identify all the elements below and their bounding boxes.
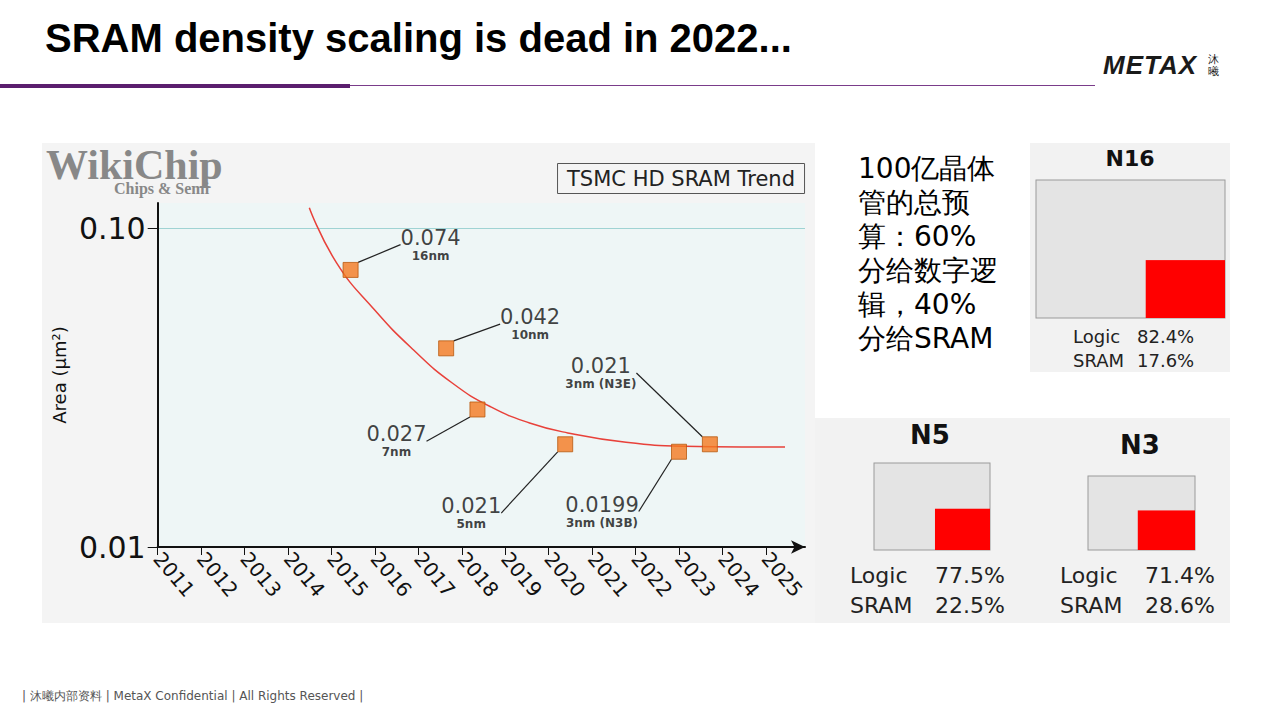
svg-text:2018: 2018 — [453, 547, 504, 601]
html-text:17.6%: 17.6% — [1137, 350, 1195, 371]
html-text:SRAM: SRAM — [850, 593, 913, 618]
svg-text:0.021: 0.021 — [441, 494, 501, 518]
svg-text:2024: 2024 — [713, 547, 764, 601]
html-text:N5: N5 — [910, 420, 950, 450]
html-text:METAX: METAX — [1103, 50, 1198, 80]
svg-text:2017: 2017 — [409, 547, 460, 601]
html-text:22.5%: 22.5% — [935, 593, 1005, 618]
svg-text:16nm: 16nm — [412, 249, 450, 263]
html-text:WikiChip: WikiChip — [46, 142, 223, 188]
svg-text:2013: 2013 — [235, 547, 286, 601]
svg-text:0.042: 0.042 — [500, 305, 560, 329]
svg-text:2020: 2020 — [539, 547, 590, 601]
html-text:N3: N3 — [1120, 430, 1160, 460]
svg-text:Area (µm²): Area (µm²) — [49, 326, 70, 423]
html-text:77.5%: 77.5% — [935, 563, 1005, 588]
svg-text:2021: 2021 — [583, 547, 634, 601]
svg-text:0.01: 0.01 — [79, 530, 146, 565]
html-text:71.4%: 71.4% — [1145, 563, 1215, 588]
svg-text:0.10: 0.10 — [79, 211, 146, 246]
svg-text:2014: 2014 — [279, 547, 330, 601]
svg-text:0.0199: 0.0199 — [565, 493, 638, 517]
html-text:Chips & Semi: Chips & Semi — [114, 180, 210, 197]
html-text:SRAM density scaling is dead i: SRAM density scaling is dead in 2022... — [45, 16, 792, 60]
html-text:| 沐曦内部资料 | MetaX Confidential: | 沐曦内部资料 | MetaX Confidential | All Righ… — [22, 689, 364, 703]
svg-text:7nm: 7nm — [382, 445, 411, 459]
svg-text:0.021: 0.021 — [571, 354, 631, 378]
html-text:Logic: Logic — [1060, 563, 1118, 588]
svg-text:2019: 2019 — [496, 547, 547, 601]
html-text:100亿晶体管的总预算：60%分给数字逻辑，40%分给SRA: 100亿晶体管的总预算：60%分给数字逻辑，40%分给SRAM — [858, 152, 998, 355]
svg-text:0.027: 0.027 — [366, 422, 426, 446]
svg-text:3nm (N3B): 3nm (N3B) — [566, 516, 638, 530]
svg-text:2022: 2022 — [626, 547, 677, 601]
svg-text:3nm (N3E): 3nm (N3E) — [565, 377, 636, 391]
svg-text:10nm: 10nm — [511, 328, 549, 342]
svg-text:5nm: 5nm — [456, 517, 485, 531]
svg-text:2011: 2011 — [149, 547, 200, 601]
html-text:Logic: Logic — [1073, 326, 1121, 347]
html-text:Logic: Logic — [850, 563, 908, 588]
html-text:沐曦: 沐曦 — [1208, 53, 1219, 78]
svg-text:2023: 2023 — [670, 547, 721, 601]
svg-text:2015: 2015 — [322, 547, 373, 601]
svg-text:TSMC HD SRAM Trend: TSMC HD SRAM Trend — [566, 167, 795, 191]
html-text:28.6%: 28.6% — [1145, 593, 1215, 618]
svg-text:2016: 2016 — [366, 547, 417, 601]
svg-text:2012: 2012 — [192, 547, 243, 601]
svg-text:2025: 2025 — [757, 547, 808, 601]
html-text:82.4%: 82.4% — [1137, 326, 1195, 347]
html-text:SRAM: SRAM — [1060, 593, 1123, 618]
html-text:N16: N16 — [1105, 146, 1155, 171]
svg-text:0.074: 0.074 — [401, 226, 461, 250]
html-text:SRAM: SRAM — [1073, 350, 1124, 371]
